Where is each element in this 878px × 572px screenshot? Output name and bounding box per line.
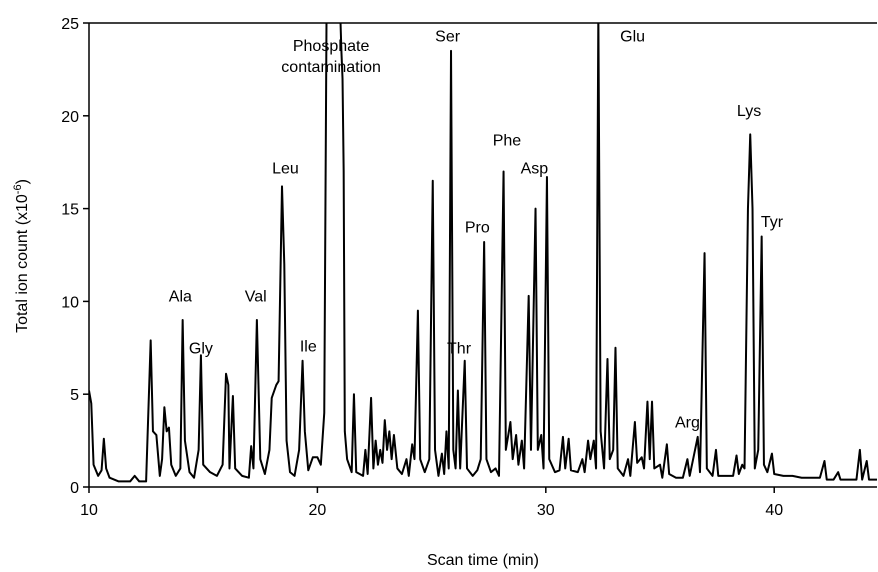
y-tick-label: 10 — [61, 294, 79, 311]
annotation-glu: Glu — [620, 29, 645, 46]
y-axis-title-end: ) — [14, 179, 31, 184]
y-axis-title-main: Total ion count (x10 — [14, 194, 31, 333]
annotation-ser: Ser — [435, 29, 461, 46]
annotation-phosphate: Phosphate contamination — [281, 38, 381, 76]
y-axis-title-exponent: -6 — [12, 184, 24, 194]
annotation-thr: Thr — [447, 340, 472, 357]
annotation-tyr: Tyr — [761, 214, 784, 231]
chromatogram-trace — [89, 23, 877, 483]
annotation-asp: Asp — [521, 160, 549, 177]
y-tick-label: 0 — [70, 480, 79, 497]
annotation-gly: Gly — [189, 340, 213, 357]
annotation-pro: Pro — [465, 220, 490, 237]
y-tick-label: 20 — [61, 109, 79, 126]
x-axis-title: Scan time (min) — [427, 552, 539, 569]
annotation-arg: Arg — [675, 415, 700, 432]
x-tick-label: 40 — [765, 502, 783, 519]
x-tick-label: 10 — [80, 502, 98, 519]
annotation-lys: Lys — [737, 103, 761, 120]
annotation-val: Val — [245, 288, 267, 305]
annotation-leu: Leu — [272, 160, 299, 177]
x-tick-label: 30 — [537, 502, 555, 519]
annotation-ala: Ala — [169, 288, 192, 305]
y-axis-title: Total ion count (x10-6) — [12, 179, 31, 333]
annotation-ile: Ile — [300, 339, 317, 356]
annotation-phe: Phe — [493, 132, 522, 149]
y-tick-label: 25 — [61, 16, 79, 33]
y-tick-label: 5 — [70, 387, 79, 404]
y-tick-label: 15 — [61, 202, 79, 219]
x-tick-label: 20 — [309, 502, 327, 519]
